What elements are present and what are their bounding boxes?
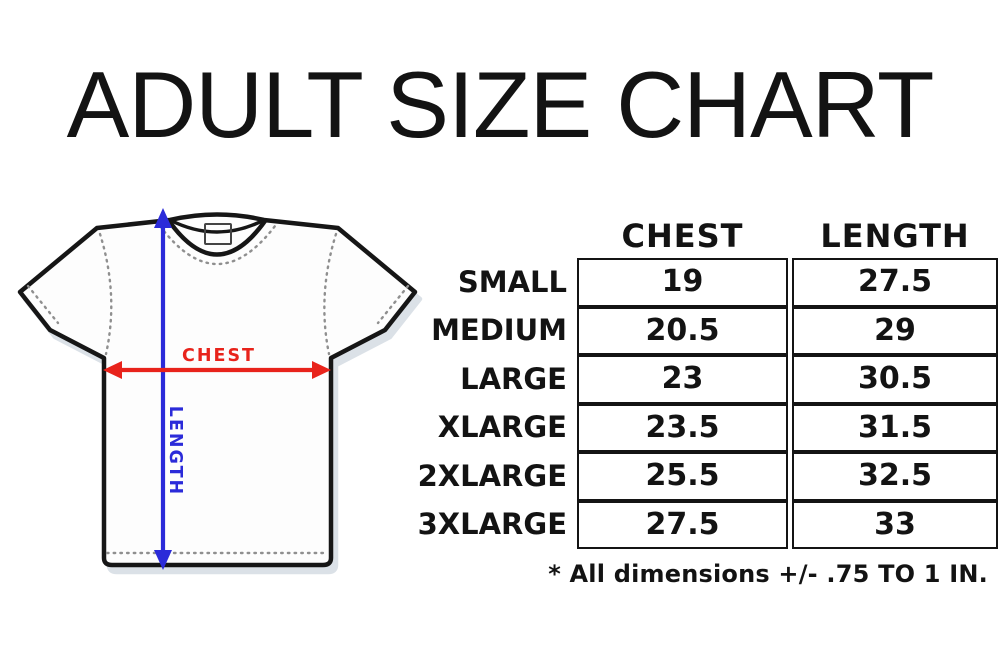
chest-value-xlarge: 23.5 xyxy=(577,403,788,452)
right-sleeve-cuff-stitch xyxy=(376,284,410,325)
size-label-2xlarge: 2XLARGE xyxy=(417,458,567,493)
tshirt-outline xyxy=(17,212,418,568)
size-label-small: SMALL xyxy=(457,264,567,299)
neck-tag xyxy=(204,223,232,245)
length-value-small: 27.5 xyxy=(792,258,998,307)
right-armhole-stitch xyxy=(323,232,338,356)
size-label-xlarge: XLARGE xyxy=(437,410,567,445)
column-header-length: LENGTH xyxy=(820,217,970,255)
size-label-3xlarge: 3XLARGE xyxy=(417,507,567,542)
length-value-3xlarge: 33 xyxy=(792,500,998,549)
chest-value-3xlarge: 27.5 xyxy=(577,500,788,549)
page-title: ADULT SIZE CHART xyxy=(66,52,935,157)
left-armhole-stitch xyxy=(98,232,113,356)
length-value-2xlarge: 32.5 xyxy=(792,452,998,501)
chest-value-2xlarge: 25.5 xyxy=(577,452,788,501)
dimensions-footnote: * All dimensions +/- .75 TO 1 IN. xyxy=(548,560,988,588)
collar-stitch xyxy=(158,224,277,265)
chest-arrow xyxy=(103,361,331,379)
tshirt-measurement-diagram: CHEST LENGTH xyxy=(17,208,418,570)
chest-dimension-label: CHEST xyxy=(182,346,256,366)
size-table: CHEST LENGTH SMALL 19 27.5 MEDIUM 20.5 2… xyxy=(417,217,998,549)
collar-outer-band xyxy=(166,218,268,257)
chest-value-large: 23 xyxy=(577,355,788,404)
column-header-chest: CHEST xyxy=(621,217,744,255)
length-value-xlarge: 31.5 xyxy=(792,403,998,452)
length-dimension-label: LENGTH xyxy=(165,406,185,496)
collar-inner-seam xyxy=(168,218,266,234)
size-label-large: LARGE xyxy=(460,361,567,396)
header-spacer xyxy=(421,222,573,258)
length-value-large: 30.5 xyxy=(792,355,998,404)
chest-value-small: 19 xyxy=(577,258,788,307)
chest-value-medium: 20.5 xyxy=(577,306,788,355)
size-label-medium: MEDIUM xyxy=(431,313,567,348)
length-value-medium: 29 xyxy=(792,306,998,355)
length-arrow xyxy=(154,208,172,570)
left-sleeve-cuff-stitch xyxy=(26,284,60,325)
